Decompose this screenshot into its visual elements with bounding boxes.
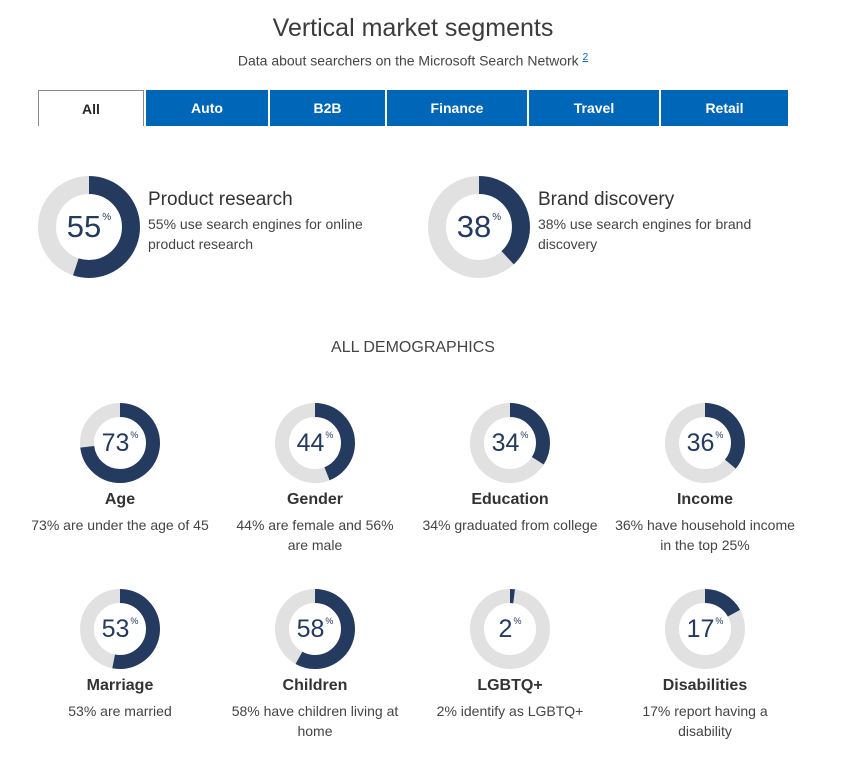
demographic-gender: 44% Gender 44% are female and 56% are ma… [225, 403, 405, 555]
stat-number: 36 [686, 428, 715, 457]
demographic-title: Disabilities [662, 677, 748, 694]
stat-value: 73% [80, 403, 160, 483]
demographic-description: 73% are under the age of 45 [31, 517, 209, 533]
demographic-title: Marriage [86, 677, 154, 694]
stat-value: 58% [275, 589, 355, 669]
demographic-description: 58% have children living at home [231, 703, 399, 739]
ring-arc [275, 403, 355, 483]
tab-travel[interactable]: Travel [529, 90, 659, 126]
stat-number: 53 [101, 614, 130, 643]
demographic-title: Children [282, 677, 348, 694]
donut-ring [275, 403, 355, 483]
ring-arc [80, 589, 160, 669]
ring-arc [470, 589, 550, 669]
percent-sign: % [715, 430, 724, 440]
footnote-link[interactable]: 2 [582, 52, 589, 63]
stat-number: 44 [296, 428, 325, 457]
tab-b2b[interactable]: B2B [270, 90, 385, 126]
tab-auto[interactable]: Auto [146, 90, 268, 126]
demographic-age: 73% Age 73% are under the age of 45 [30, 403, 210, 535]
stat-value: 2% [470, 589, 550, 669]
donut-ring [470, 589, 550, 669]
stat-value: 17% [665, 589, 745, 669]
stat-value: 36% [665, 403, 745, 483]
stat-number: 58 [296, 614, 325, 643]
percent-sign: % [325, 616, 334, 626]
donut-ring [38, 176, 140, 278]
percent-sign: % [520, 430, 529, 440]
stat-number: 34 [491, 428, 520, 457]
ring-arc [665, 589, 745, 669]
demographic-description: 2% identify as LGBTQ+ [436, 703, 584, 719]
tab-retail[interactable]: Retail [661, 90, 788, 126]
demographics-heading: ALL DEMOGRAPHICS [331, 339, 495, 356]
percent-sign: % [130, 430, 139, 440]
page-subtitle: Data about searchers on the Microsoft Se… [0, 52, 826, 69]
stat-value: 34% [470, 403, 550, 483]
demographic-title: Education [471, 491, 549, 508]
percent-sign: % [102, 211, 112, 223]
stat-value: 44% [275, 403, 355, 483]
demographic-title: Income [676, 491, 733, 508]
stat-title: Product research [148, 189, 293, 210]
donut-ring [665, 403, 745, 483]
ring-arc [80, 403, 160, 483]
demographic-lgbtq: 2% LGBTQ+ 2% identify as LGBTQ+ [420, 589, 600, 721]
donut-ring [275, 589, 355, 669]
tab-all[interactable]: All [38, 90, 144, 126]
donut-ring [428, 176, 530, 278]
stat-number: 17 [686, 614, 715, 643]
tab-finance[interactable]: Finance [387, 90, 527, 126]
stat-value: 53% [80, 589, 160, 669]
demographic-title: LGBTQ+ [477, 677, 543, 694]
donut-ring [665, 589, 745, 669]
percent-sign: % [715, 616, 724, 626]
demographic-education: 34% Education 34% graduated from college [420, 403, 600, 535]
donut-ring [80, 589, 160, 669]
ring-arc [470, 403, 550, 483]
stat-value: 55% [38, 176, 140, 278]
stat-description: 38% use search engines for brand discove… [538, 216, 752, 252]
demographic-disabilities: 17% Disabilities 17% report having a dis… [615, 589, 795, 741]
demographic-description: 36% have household income in the top 25% [615, 517, 795, 553]
stat-number: 38 [456, 209, 492, 244]
page-title: Vertical market segments [272, 14, 554, 42]
percent-sign: % [513, 616, 522, 626]
donut-ring [470, 403, 550, 483]
ring-arc [665, 403, 745, 483]
demographic-marriage: 53% Marriage 53% are married [30, 589, 210, 721]
ring-arc [428, 176, 530, 278]
demographic-title: Gender [286, 491, 343, 508]
demographic-description: 53% are married [68, 703, 172, 719]
demographic-title: Age [104, 491, 136, 508]
donut-ring [80, 403, 160, 483]
demographic-description: 44% are female and 56% are male [236, 517, 394, 553]
stat-number: 55 [66, 209, 102, 244]
stat-description: 55% use search engines for online produc… [148, 216, 363, 252]
subtitle-text: Data about searchers on the Microsoft Se… [237, 52, 579, 69]
stat-value: 38% [428, 176, 530, 278]
percent-sign: % [492, 211, 502, 223]
demographic-description: 34% graduated from college [422, 517, 598, 533]
demographic-children: 58% Children 58% have children living at… [225, 589, 405, 741]
ring-arc [38, 176, 140, 278]
percent-sign: % [130, 616, 139, 626]
demographic-description: 17% report having a disability [642, 703, 768, 739]
stat-number: 73 [101, 428, 130, 457]
stat-title: Brand discovery [538, 189, 675, 210]
demographic-income: 36% Income 36% have household income in … [615, 403, 795, 555]
percent-sign: % [325, 430, 334, 440]
ring-arc [275, 589, 355, 669]
stat-number: 2 [498, 614, 513, 643]
